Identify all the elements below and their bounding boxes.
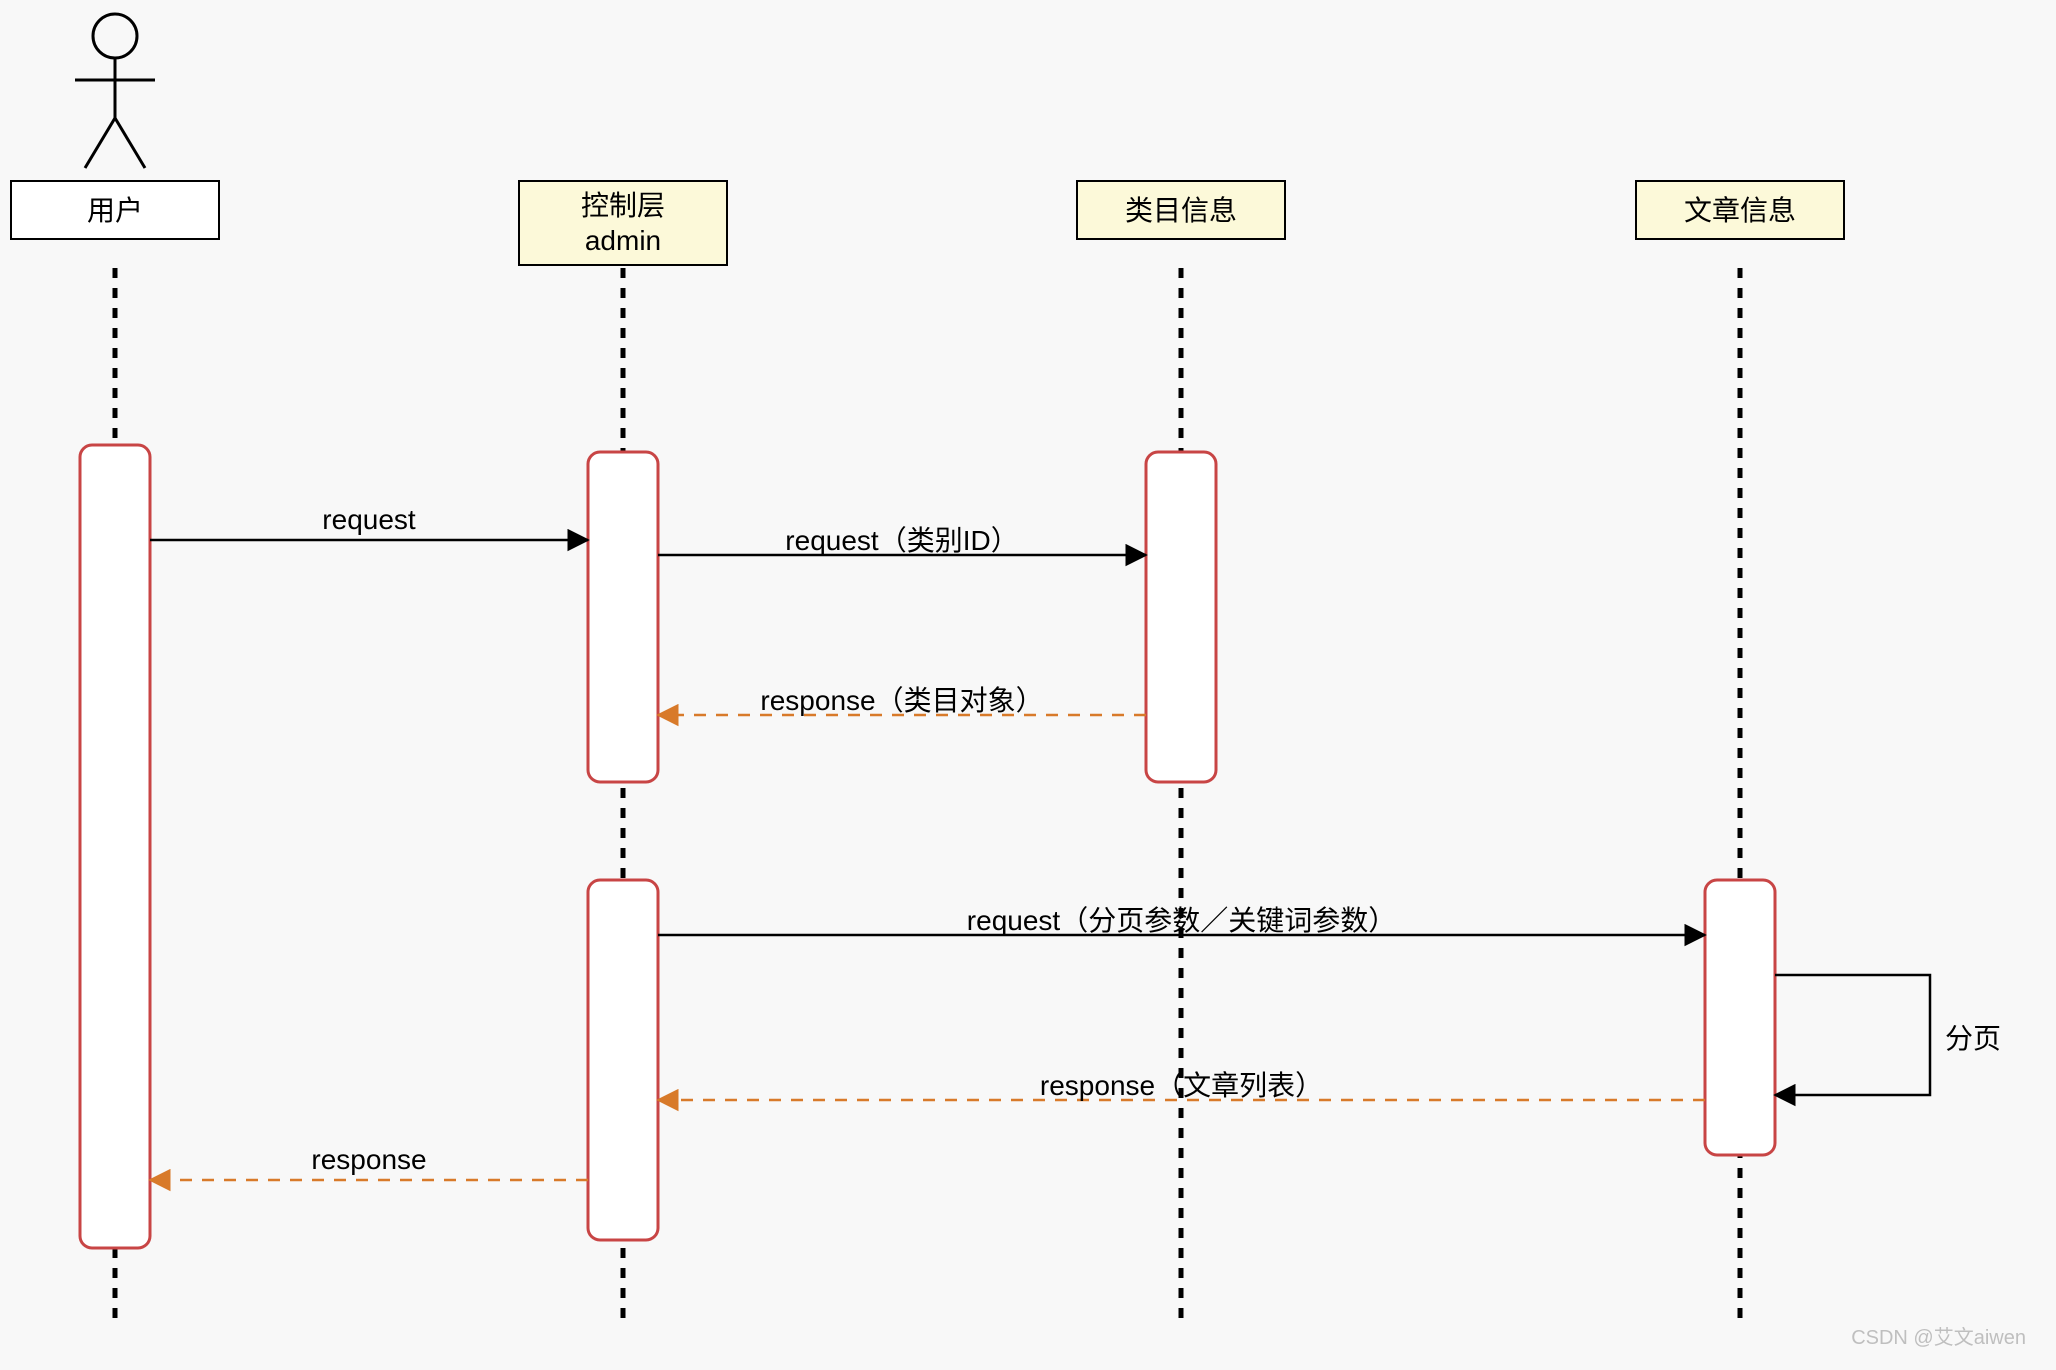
message-label: request（类别ID） bbox=[785, 519, 1018, 559]
participant-label: 用户 bbox=[87, 193, 143, 228]
participant-box-article: 文章信息 bbox=[1635, 180, 1845, 240]
participant-box-category: 类目信息 bbox=[1076, 180, 1286, 240]
sequence-diagram: request request（类别ID） response（类目对象） reques… bbox=[0, 0, 2056, 1370]
message-label: request（分页参数／关键词参数） bbox=[967, 899, 1396, 939]
activation-admin bbox=[588, 880, 658, 1240]
participant-box-user: 用户 bbox=[10, 180, 220, 240]
self-message-arrow bbox=[1775, 975, 1930, 1095]
participant-label: admin bbox=[585, 223, 661, 258]
self-message-label: 分页 bbox=[1945, 1017, 2001, 1057]
participant-label: 类目信息 bbox=[1125, 193, 1237, 228]
activation-user bbox=[80, 445, 150, 1248]
activation-category bbox=[1146, 452, 1216, 782]
participant-box-admin: 控制层admin bbox=[518, 180, 728, 266]
participant-label: 文章信息 bbox=[1684, 193, 1796, 228]
activation-admin bbox=[588, 452, 658, 782]
actor-icon bbox=[75, 14, 155, 168]
message-label: response bbox=[311, 1144, 426, 1176]
watermark: CSDN @艾文aiwen bbox=[1851, 1321, 2026, 1350]
activation-article bbox=[1705, 880, 1775, 1155]
message-label: request bbox=[322, 504, 415, 536]
participant-label: 控制层 bbox=[581, 188, 665, 223]
message-label: response（文章列表） bbox=[1040, 1064, 1323, 1104]
message-label: response（类目对象） bbox=[760, 679, 1043, 719]
